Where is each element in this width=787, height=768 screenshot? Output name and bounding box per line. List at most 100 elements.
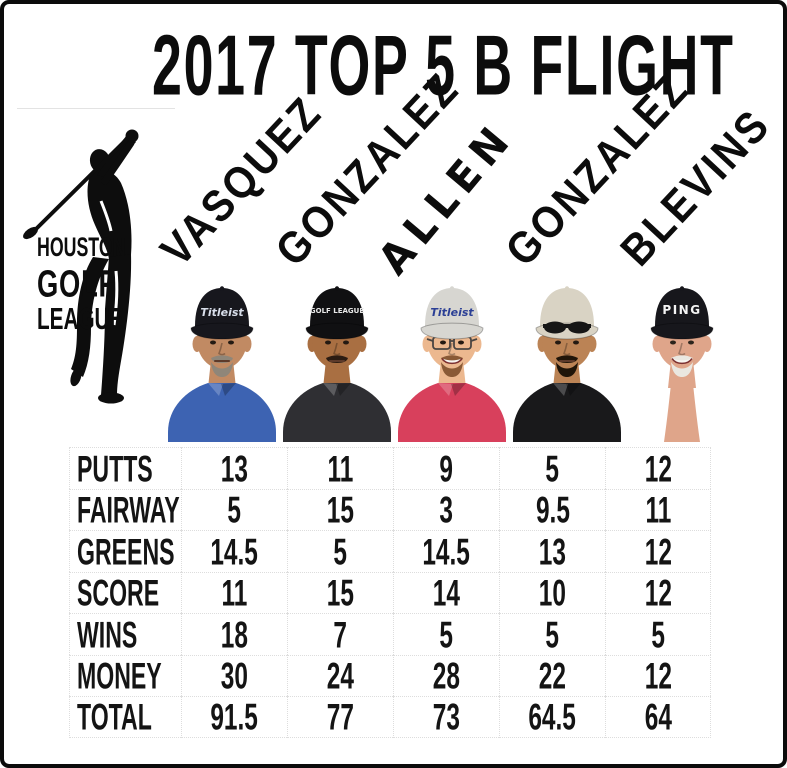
player-photo: Titleist bbox=[168, 286, 276, 442]
stat-cell: 9 bbox=[393, 447, 499, 489]
cap-brand-label: PING bbox=[662, 303, 701, 317]
cap-brand-label: Titleist bbox=[200, 306, 244, 319]
stat-cell: 73 bbox=[393, 696, 499, 738]
eye bbox=[573, 340, 579, 345]
eye bbox=[210, 340, 216, 345]
stat-cell: 77 bbox=[287, 696, 393, 738]
shirt bbox=[398, 383, 506, 442]
nose bbox=[333, 342, 341, 356]
nose bbox=[448, 342, 456, 356]
stat-cell: 24 bbox=[287, 654, 393, 696]
logo-text-league: LEAGUE bbox=[37, 302, 124, 336]
table-row-greens: GREENS 14.5 5 14.5 13 12 bbox=[69, 530, 711, 572]
stat-cell: 22 bbox=[499, 654, 605, 696]
stat-cell: 12 bbox=[605, 530, 711, 572]
stat-cell: 5 bbox=[393, 613, 499, 655]
row-label: MONEY bbox=[69, 654, 181, 696]
cap-brand-label: GOLF LEAGUE bbox=[310, 307, 364, 315]
player-photo: GOLF LEAGUE bbox=[283, 286, 391, 442]
stats-table: PUTTS 13 11 9 5 12 FAIRWAY 5 15 3 9.5 11… bbox=[69, 447, 711, 738]
stat-cell: 64 bbox=[605, 696, 711, 738]
nose bbox=[563, 342, 571, 356]
player-name: BLEVINS bbox=[611, 99, 781, 276]
row-label: GREENS bbox=[69, 530, 181, 572]
stat-cell: 13 bbox=[181, 447, 287, 489]
nose bbox=[678, 342, 686, 356]
stat-cell: 5 bbox=[499, 447, 605, 489]
eye bbox=[343, 340, 349, 345]
table-row-money: MONEY 30 24 28 22 12 bbox=[69, 654, 711, 696]
shirt bbox=[283, 383, 391, 442]
eye bbox=[688, 340, 694, 345]
stat-cell: 5 bbox=[181, 488, 287, 530]
eye bbox=[555, 340, 561, 345]
stat-cell: 28 bbox=[393, 654, 499, 696]
stat-cell: 15 bbox=[287, 571, 393, 613]
player-column-vasquez: VASQUEZ bbox=[152, 87, 332, 442]
stat-cell: 5 bbox=[605, 613, 711, 655]
logo-text-houston: HOUSTON bbox=[37, 233, 126, 263]
stat-cell: 15 bbox=[287, 488, 393, 530]
stat-cell: 13 bbox=[499, 530, 605, 572]
eye bbox=[458, 340, 464, 345]
cap bbox=[535, 286, 599, 340]
row-label: TOTAL bbox=[69, 696, 181, 738]
stat-cell: 14.5 bbox=[181, 530, 287, 572]
stat-cell: 18 bbox=[181, 613, 287, 655]
stat-cell: 9.5 bbox=[499, 488, 605, 530]
eye bbox=[670, 340, 676, 345]
shirt bbox=[513, 383, 621, 442]
row-label: WINS bbox=[69, 613, 181, 655]
table-row-total: TOTAL 91.5 77 73 64.5 64 bbox=[69, 696, 711, 738]
row-label: SCORE bbox=[69, 571, 181, 613]
table-row-fairway: FAIRWAY 5 15 3 9.5 11 bbox=[69, 488, 711, 530]
nose bbox=[218, 342, 226, 356]
stat-cell: 14 bbox=[393, 571, 499, 613]
cap: GOLF LEAGUE bbox=[305, 286, 369, 340]
smile bbox=[671, 357, 693, 365]
stat-cell: 11 bbox=[181, 571, 287, 613]
sunglasses-icon bbox=[543, 321, 591, 334]
page-title: 2017 TOP 5 B FLIGHT bbox=[152, 16, 735, 114]
stat-cell: 12 bbox=[605, 654, 711, 696]
hgl-logo: HOUSTON GOLF LEAGUE bbox=[17, 108, 175, 427]
stat-cell: 30 bbox=[181, 654, 287, 696]
stat-cell: 12 bbox=[605, 571, 711, 613]
table-row-score: SCORE 11 15 14 10 12 bbox=[69, 571, 711, 613]
stat-cell: 7 bbox=[287, 613, 393, 655]
stat-cell: 10 bbox=[499, 571, 605, 613]
player-column-blevins: BLEVINS bbox=[612, 100, 780, 442]
stat-cell: 64.5 bbox=[499, 696, 605, 738]
cap: Titleist bbox=[420, 286, 484, 340]
player-photo: PING bbox=[650, 286, 714, 442]
player-photo: Titleist bbox=[398, 286, 506, 442]
stat-cell: 12 bbox=[605, 447, 711, 489]
eye bbox=[440, 340, 446, 345]
stat-cell: 91.5 bbox=[181, 696, 287, 738]
stat-cell: 3 bbox=[393, 488, 499, 530]
player-column-gonzalez: GONZALEZ bbox=[267, 63, 469, 442]
player-column-allen: ALLEN bbox=[369, 112, 524, 442]
stat-cell: 5 bbox=[499, 613, 605, 655]
smile bbox=[441, 357, 463, 365]
cap: Titleist bbox=[190, 286, 254, 340]
stat-cell: 11 bbox=[605, 488, 711, 530]
table-row-putts: PUTTS 13 11 9 5 12 bbox=[69, 447, 711, 489]
neck bbox=[664, 375, 700, 442]
player-column-gonzalez2: GONZALEZ bbox=[497, 63, 699, 442]
stat-cell: 5 bbox=[287, 530, 393, 572]
row-label: FAIRWAY bbox=[69, 488, 181, 530]
table-row-wins: WINS 18 7 5 5 5 bbox=[69, 613, 711, 655]
stat-cell: 11 bbox=[287, 447, 393, 489]
cap: PING bbox=[650, 286, 714, 340]
player-photo bbox=[513, 286, 621, 442]
eye bbox=[325, 340, 331, 345]
shirt bbox=[168, 383, 276, 442]
stat-cell: 14.5 bbox=[393, 530, 499, 572]
cap-brand-label: Titleist bbox=[430, 306, 474, 319]
logo-text-golf: GOLF bbox=[37, 262, 117, 306]
golfer-swing-icon bbox=[23, 129, 139, 404]
row-label: PUTTS bbox=[69, 447, 181, 489]
eye bbox=[228, 340, 234, 345]
